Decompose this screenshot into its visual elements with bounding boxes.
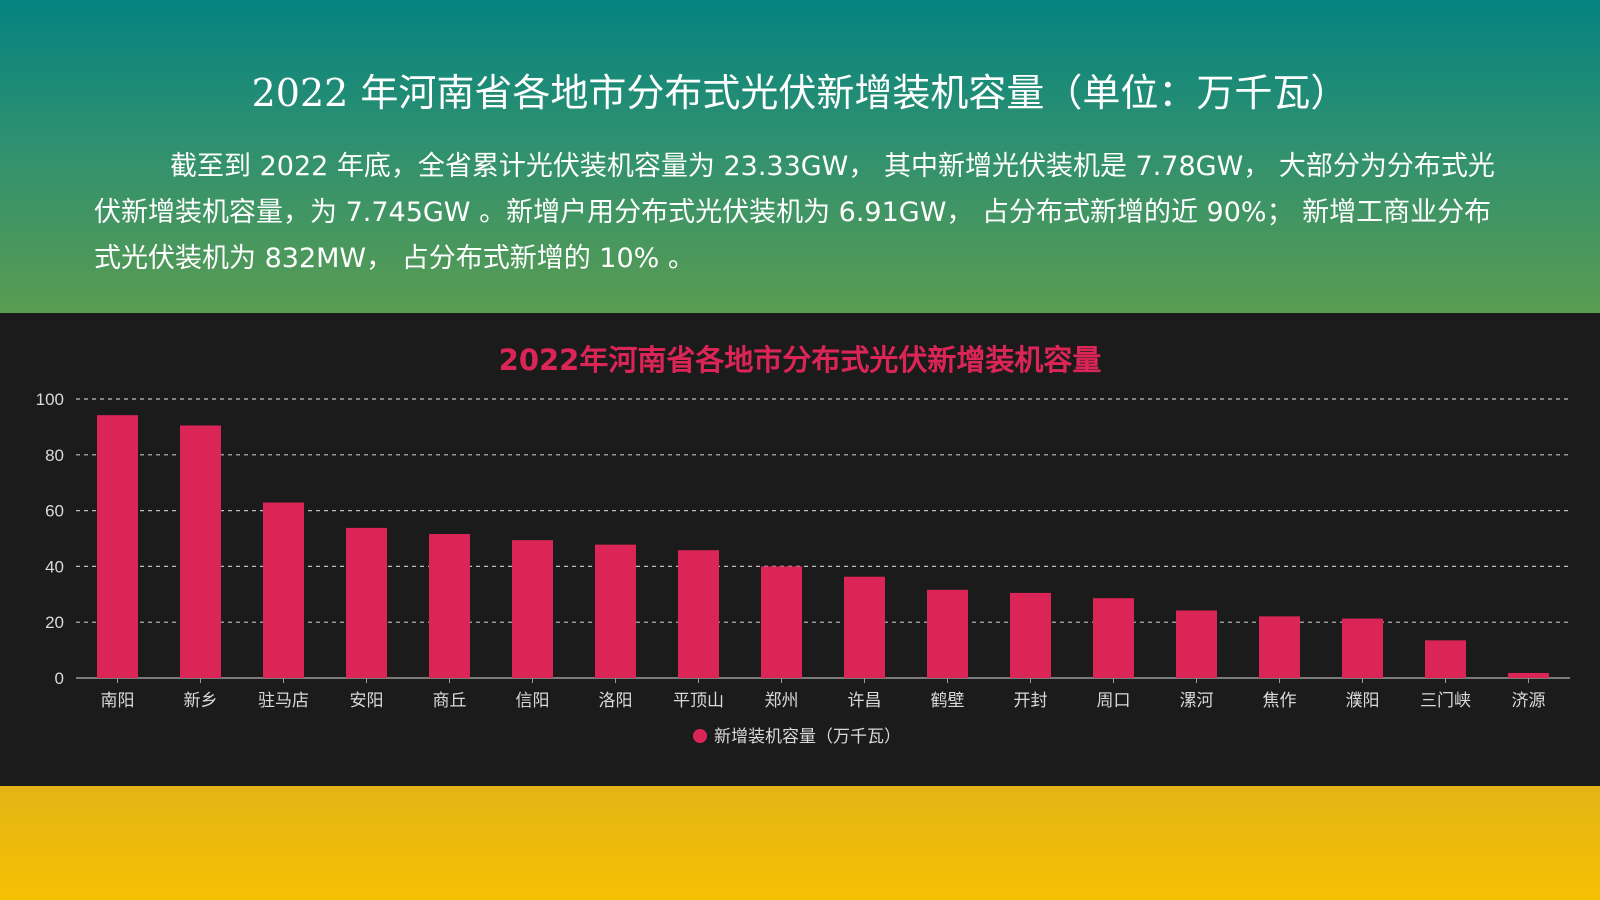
x-tick-label: 驻马店 bbox=[258, 691, 309, 711]
y-tick-label: 80 bbox=[45, 446, 64, 465]
x-tick-label: 三门峡 bbox=[1420, 691, 1471, 711]
bar bbox=[1176, 610, 1217, 678]
bar bbox=[1425, 640, 1466, 678]
chart-panel: 2022年河南省各地市分布式光伏新增装机容量 0 20 40 60 80 100 南阳 新乡 驻… bbox=[0, 313, 1600, 786]
bar bbox=[97, 415, 138, 678]
chart-title: 2022年河南省各地市分布式光伏新增装机容量 bbox=[498, 343, 1102, 377]
bar bbox=[512, 540, 553, 678]
x-tick-label: 鹤壁 bbox=[931, 691, 965, 711]
y-tick-label: 20 bbox=[45, 613, 64, 632]
y-tick-label: 60 bbox=[45, 502, 64, 521]
x-tick-label: 周口 bbox=[1097, 691, 1131, 711]
bar bbox=[180, 425, 221, 678]
bar bbox=[1259, 616, 1300, 678]
bar bbox=[1508, 672, 1549, 678]
bar bbox=[761, 566, 802, 678]
x-tick-label: 新乡 bbox=[184, 691, 218, 711]
header-section: 2022 年河南省各地市分布式光伏新增装机容量（单位：万千瓦） 截至到 2022… bbox=[0, 0, 1600, 313]
bar bbox=[844, 576, 885, 678]
bar bbox=[595, 544, 636, 678]
bar bbox=[1010, 592, 1051, 678]
y-tick-label: 100 bbox=[36, 390, 64, 409]
bar bbox=[263, 502, 304, 678]
bar bbox=[429, 534, 470, 678]
x-tick-label: 焦作 bbox=[1263, 691, 1297, 711]
bar bbox=[346, 527, 387, 678]
x-tick-label: 开封 bbox=[1014, 691, 1048, 711]
bar bbox=[678, 550, 719, 678]
y-tick-label: 40 bbox=[45, 557, 64, 576]
x-tick-label: 信阳 bbox=[516, 691, 550, 711]
summary-paragraph: 截至到 2022 年底，全省累计光伏装机容量为 23.33GW， 其中新增光伏装… bbox=[94, 151, 1495, 274]
x-tick-label: 安阳 bbox=[350, 691, 384, 711]
x-tick-label: 漯河 bbox=[1180, 691, 1214, 711]
legend-label: 新增装机容量（万千瓦） bbox=[714, 727, 901, 747]
bar bbox=[1342, 618, 1383, 678]
x-tick-label: 郑州 bbox=[765, 691, 799, 711]
bar bbox=[1093, 598, 1134, 678]
y-tick-label: 0 bbox=[55, 669, 64, 688]
bar bbox=[927, 589, 968, 678]
x-tick-label: 许昌 bbox=[848, 691, 882, 711]
x-tick-label: 洛阳 bbox=[599, 691, 633, 711]
x-tick-label: 濮阳 bbox=[1346, 691, 1380, 711]
x-tick-label: 平顶山 bbox=[673, 691, 724, 711]
x-tick-label: 南阳 bbox=[101, 691, 135, 711]
x-tick-label: 济源 bbox=[1512, 691, 1546, 711]
bar-chart: 0 20 40 60 80 100 南阳 新乡 驻马店 安阳 商丘 信阳 洛阳 平顶山 郑州 许昌 鹤壁 开封 周口… bbox=[36, 390, 1570, 747]
legend-marker bbox=[693, 729, 707, 743]
slide-title: 2022 年河南省各地市分布式光伏新增装机容量（单位：万千瓦） bbox=[251, 71, 1349, 115]
footer-band bbox=[0, 786, 1600, 900]
x-tick-label: 商丘 bbox=[433, 691, 467, 711]
